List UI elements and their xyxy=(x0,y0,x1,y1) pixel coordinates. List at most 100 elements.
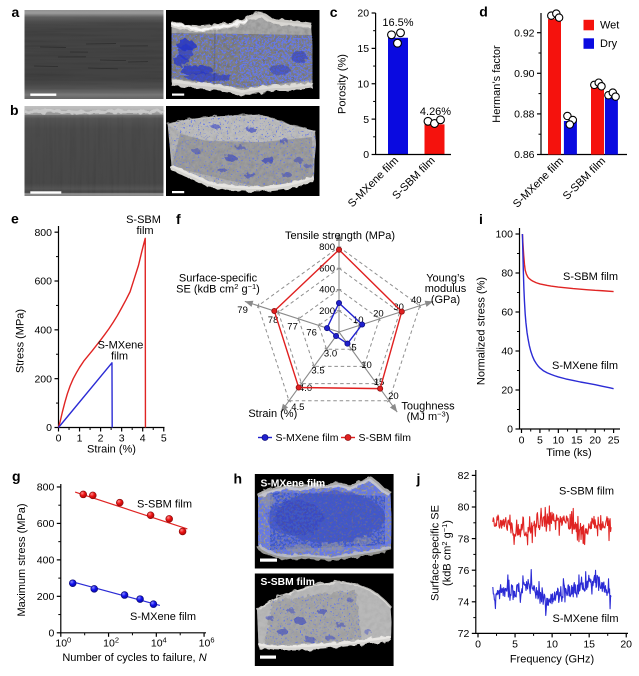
svg-text:(GPa): (GPa) xyxy=(431,294,460,306)
svg-text:S-MXene film: S-MXene film xyxy=(276,432,339,444)
svg-text:Surface-specific SE: Surface-specific SE xyxy=(430,505,442,601)
svg-text:f: f xyxy=(176,211,181,227)
svg-text:102: 102 xyxy=(103,636,119,650)
svg-text:g: g xyxy=(12,468,21,484)
svg-text:100: 100 xyxy=(495,229,513,241)
svg-text:104: 104 xyxy=(151,636,167,650)
svg-text:400: 400 xyxy=(37,555,55,567)
svg-text:0: 0 xyxy=(46,422,52,434)
svg-text:h: h xyxy=(234,471,243,487)
svg-text:Stress (MPa): Stress (MPa) xyxy=(15,309,27,373)
svg-text:600: 600 xyxy=(37,518,55,530)
svg-text:15: 15 xyxy=(571,435,583,447)
svg-text:800: 800 xyxy=(319,242,335,253)
svg-text:5: 5 xyxy=(363,114,369,126)
svg-text:16.5%: 16.5% xyxy=(382,17,413,29)
svg-text:S-MXene film: S-MXene film xyxy=(553,613,619,625)
svg-text:S-MXene film: S-MXene film xyxy=(511,155,566,210)
svg-text:S-SBM film: S-SBM film xyxy=(261,577,315,588)
svg-text:Strain (%): Strain (%) xyxy=(87,444,136,456)
svg-text:a: a xyxy=(12,4,20,20)
svg-text:SE (kdB cm2 g−1): SE (kdB cm2 g−1) xyxy=(176,282,260,296)
svg-text:Time (ks): Time (ks) xyxy=(546,447,591,459)
svg-text:15: 15 xyxy=(357,43,369,55)
svg-text:4: 4 xyxy=(140,433,146,445)
svg-text:(kdB cm2 g−1): (kdB cm2 g−1) xyxy=(440,520,454,586)
svg-text:800: 800 xyxy=(37,482,55,494)
svg-text:S-MXene film: S-MXene film xyxy=(346,155,401,210)
svg-text:40: 40 xyxy=(411,295,422,306)
svg-text:S-SBM film: S-SBM film xyxy=(359,432,412,444)
svg-text:Frequency (GHz): Frequency (GHz) xyxy=(510,654,594,666)
svg-text:20: 20 xyxy=(373,308,384,319)
svg-text:film: film xyxy=(111,351,128,363)
svg-text:Number of cycles to failure, N: Number of cycles to failure, N xyxy=(62,652,206,664)
svg-text:20: 20 xyxy=(589,435,601,447)
svg-text:200: 200 xyxy=(37,591,55,603)
svg-text:0: 0 xyxy=(519,435,525,447)
svg-text:b: b xyxy=(10,102,19,118)
svg-text:3.5: 3.5 xyxy=(311,366,324,377)
svg-text:0: 0 xyxy=(507,424,513,436)
svg-text:25: 25 xyxy=(608,435,620,447)
svg-text:20: 20 xyxy=(620,639,632,651)
svg-text:20: 20 xyxy=(357,8,369,20)
svg-text:Strain (%): Strain (%) xyxy=(248,408,297,420)
svg-text:S-MXene film: S-MXene film xyxy=(130,611,196,623)
svg-text:20: 20 xyxy=(388,391,399,402)
svg-text:600: 600 xyxy=(319,263,335,274)
svg-text:Maximum stress (MPa): Maximum stress (MPa) xyxy=(16,503,28,616)
svg-text:0.86: 0.86 xyxy=(514,149,535,161)
svg-text:0: 0 xyxy=(475,639,481,651)
svg-text:800: 800 xyxy=(34,227,52,239)
svg-text:0.88: 0.88 xyxy=(514,109,535,121)
svg-text:79: 79 xyxy=(237,305,248,316)
svg-text:S-SBM film: S-SBM film xyxy=(563,271,618,283)
svg-text:Herman’s factor: Herman’s factor xyxy=(491,45,503,123)
svg-text:Wet: Wet xyxy=(600,20,619,32)
svg-text:15: 15 xyxy=(583,639,595,651)
svg-text:76: 76 xyxy=(458,565,470,577)
svg-text:20: 20 xyxy=(501,385,513,397)
svg-text:film: film xyxy=(136,225,153,237)
svg-text:1: 1 xyxy=(77,433,83,445)
svg-text:78: 78 xyxy=(458,533,470,545)
svg-text:0: 0 xyxy=(56,433,62,445)
svg-text:Dry: Dry xyxy=(600,38,618,50)
svg-text:0.92: 0.92 xyxy=(514,27,535,39)
svg-text:c: c xyxy=(330,4,338,20)
svg-text:0.90: 0.90 xyxy=(514,68,535,80)
svg-text:400: 400 xyxy=(34,325,52,337)
svg-text:10: 10 xyxy=(546,639,558,651)
svg-text:600: 600 xyxy=(34,276,52,288)
svg-text:74: 74 xyxy=(458,597,470,609)
svg-text:3.0: 3.0 xyxy=(324,348,337,359)
svg-text:400: 400 xyxy=(319,285,335,296)
svg-text:10: 10 xyxy=(357,79,369,91)
svg-text:j: j xyxy=(416,471,421,487)
svg-text:S-SBM film: S-SBM film xyxy=(561,155,608,202)
svg-text:Porosity (%): Porosity (%) xyxy=(337,54,349,114)
svg-text:5: 5 xyxy=(161,433,167,445)
svg-text:106: 106 xyxy=(199,636,215,650)
svg-text:0: 0 xyxy=(363,149,369,161)
svg-text:S-SBM film: S-SBM film xyxy=(137,499,192,511)
svg-text:100: 100 xyxy=(55,636,71,650)
svg-text:e: e xyxy=(11,211,19,227)
svg-text:10: 10 xyxy=(552,435,564,447)
svg-text:80: 80 xyxy=(501,268,513,280)
svg-text:76: 76 xyxy=(306,327,317,338)
svg-text:10: 10 xyxy=(361,360,372,371)
svg-text:4.26%: 4.26% xyxy=(420,106,451,118)
svg-text:40: 40 xyxy=(501,346,513,358)
svg-text:Tensile strength (MPa): Tensile strength (MPa) xyxy=(285,230,395,242)
svg-text:Normalized stress (%): Normalized stress (%) xyxy=(476,277,488,385)
svg-text:0: 0 xyxy=(48,628,54,640)
svg-text:S-MXene film: S-MXene film xyxy=(552,360,618,372)
svg-text:d: d xyxy=(479,4,488,20)
svg-text:77: 77 xyxy=(287,321,298,332)
svg-text:60: 60 xyxy=(501,307,513,319)
svg-text:72: 72 xyxy=(458,628,470,640)
svg-text:82: 82 xyxy=(458,470,470,482)
svg-text:200: 200 xyxy=(34,373,52,385)
